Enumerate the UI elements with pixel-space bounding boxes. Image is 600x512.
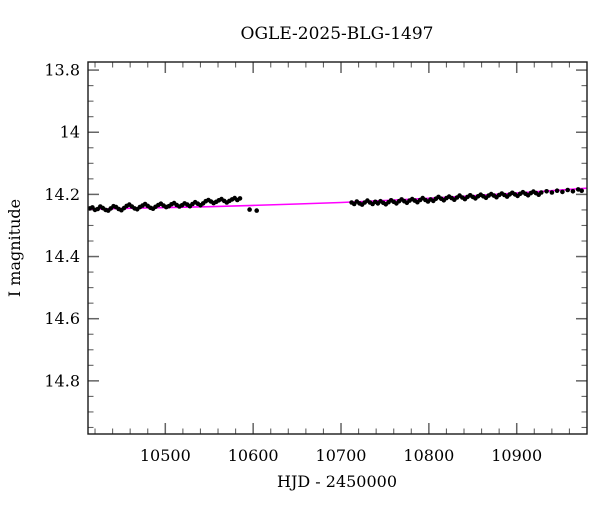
x-tick-label: 10500 <box>140 446 191 465</box>
data-point <box>560 189 565 195</box>
data-point <box>544 189 549 194</box>
axis-ticks <box>88 62 587 434</box>
data-point <box>570 189 576 194</box>
data-point <box>539 190 544 195</box>
y-axis-label: I magnitude <box>5 199 24 297</box>
data-points <box>87 187 584 213</box>
y-tick-label: 14.6 <box>44 309 80 328</box>
data-point <box>579 188 584 193</box>
x-tick-label: 10900 <box>491 446 542 465</box>
chart-title: OGLE-2025-BLG-1497 <box>241 24 434 44</box>
axis-tick-labels: 10500 10600 10700 10800 10900 13.8 14 14.2 14.4 1… <box>44 61 542 465</box>
plot-box <box>87 61 588 435</box>
y-tick-label: 14.4 <box>44 247 80 266</box>
data-point <box>254 208 259 213</box>
y-tick-label: 13.8 <box>44 61 80 80</box>
data-point <box>549 190 555 195</box>
data-point <box>247 207 252 212</box>
data-point <box>237 196 243 201</box>
x-tick-label: 10600 <box>228 446 279 465</box>
data-point <box>575 187 581 192</box>
y-tick-label: 14.8 <box>44 371 80 390</box>
x-tick-label: 10800 <box>403 446 454 465</box>
y-tick-label: 14.2 <box>44 185 80 204</box>
y-tick-label: 14 <box>60 123 80 142</box>
data-point <box>554 188 560 193</box>
x-tick-label: 10700 <box>316 446 367 465</box>
x-axis-label: HJD - 2450000 <box>277 472 397 491</box>
data-point <box>565 187 570 193</box>
